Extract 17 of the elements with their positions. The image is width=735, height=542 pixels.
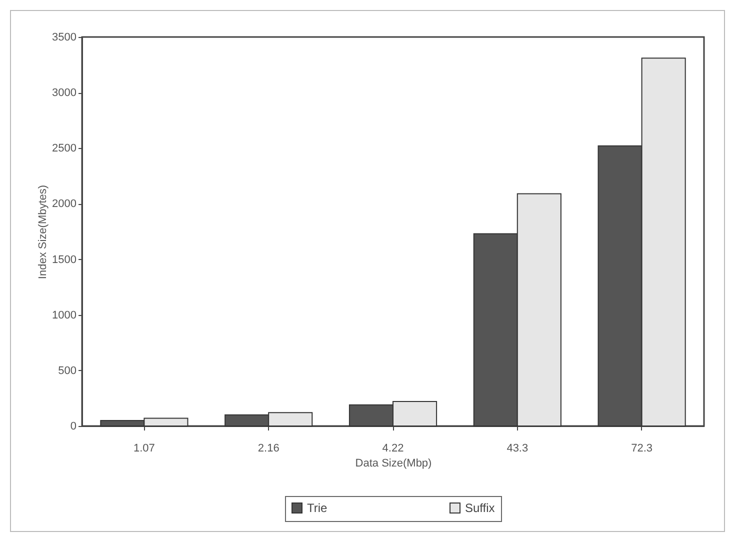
y-tick-label: 2500 bbox=[52, 142, 76, 155]
y-tick-label: 2000 bbox=[52, 198, 76, 210]
x-tick-label: 43.3 bbox=[506, 442, 528, 454]
legend-label: Trie bbox=[307, 501, 328, 515]
y-tick-label: 1500 bbox=[52, 254, 76, 266]
legend-label: Suffix bbox=[465, 501, 495, 515]
x-tick-label: 4.22 bbox=[382, 442, 404, 454]
y-tick-label: 0 bbox=[70, 420, 76, 432]
x-tick-label: 2.16 bbox=[258, 442, 280, 454]
y-tick-label: 1000 bbox=[52, 309, 76, 322]
y-axis-title: Index Size(Mbytes) bbox=[37, 184, 50, 280]
x-tick-label: 72.3 bbox=[631, 442, 653, 454]
x-axis-title: Data Size(Mbp) bbox=[355, 458, 432, 470]
x-tick-label: 1.07 bbox=[133, 442, 155, 454]
y-tick-label: 500 bbox=[58, 364, 76, 377]
y-tick-label: 3000 bbox=[52, 87, 76, 100]
y-tick-label: 3500 bbox=[52, 32, 76, 44]
